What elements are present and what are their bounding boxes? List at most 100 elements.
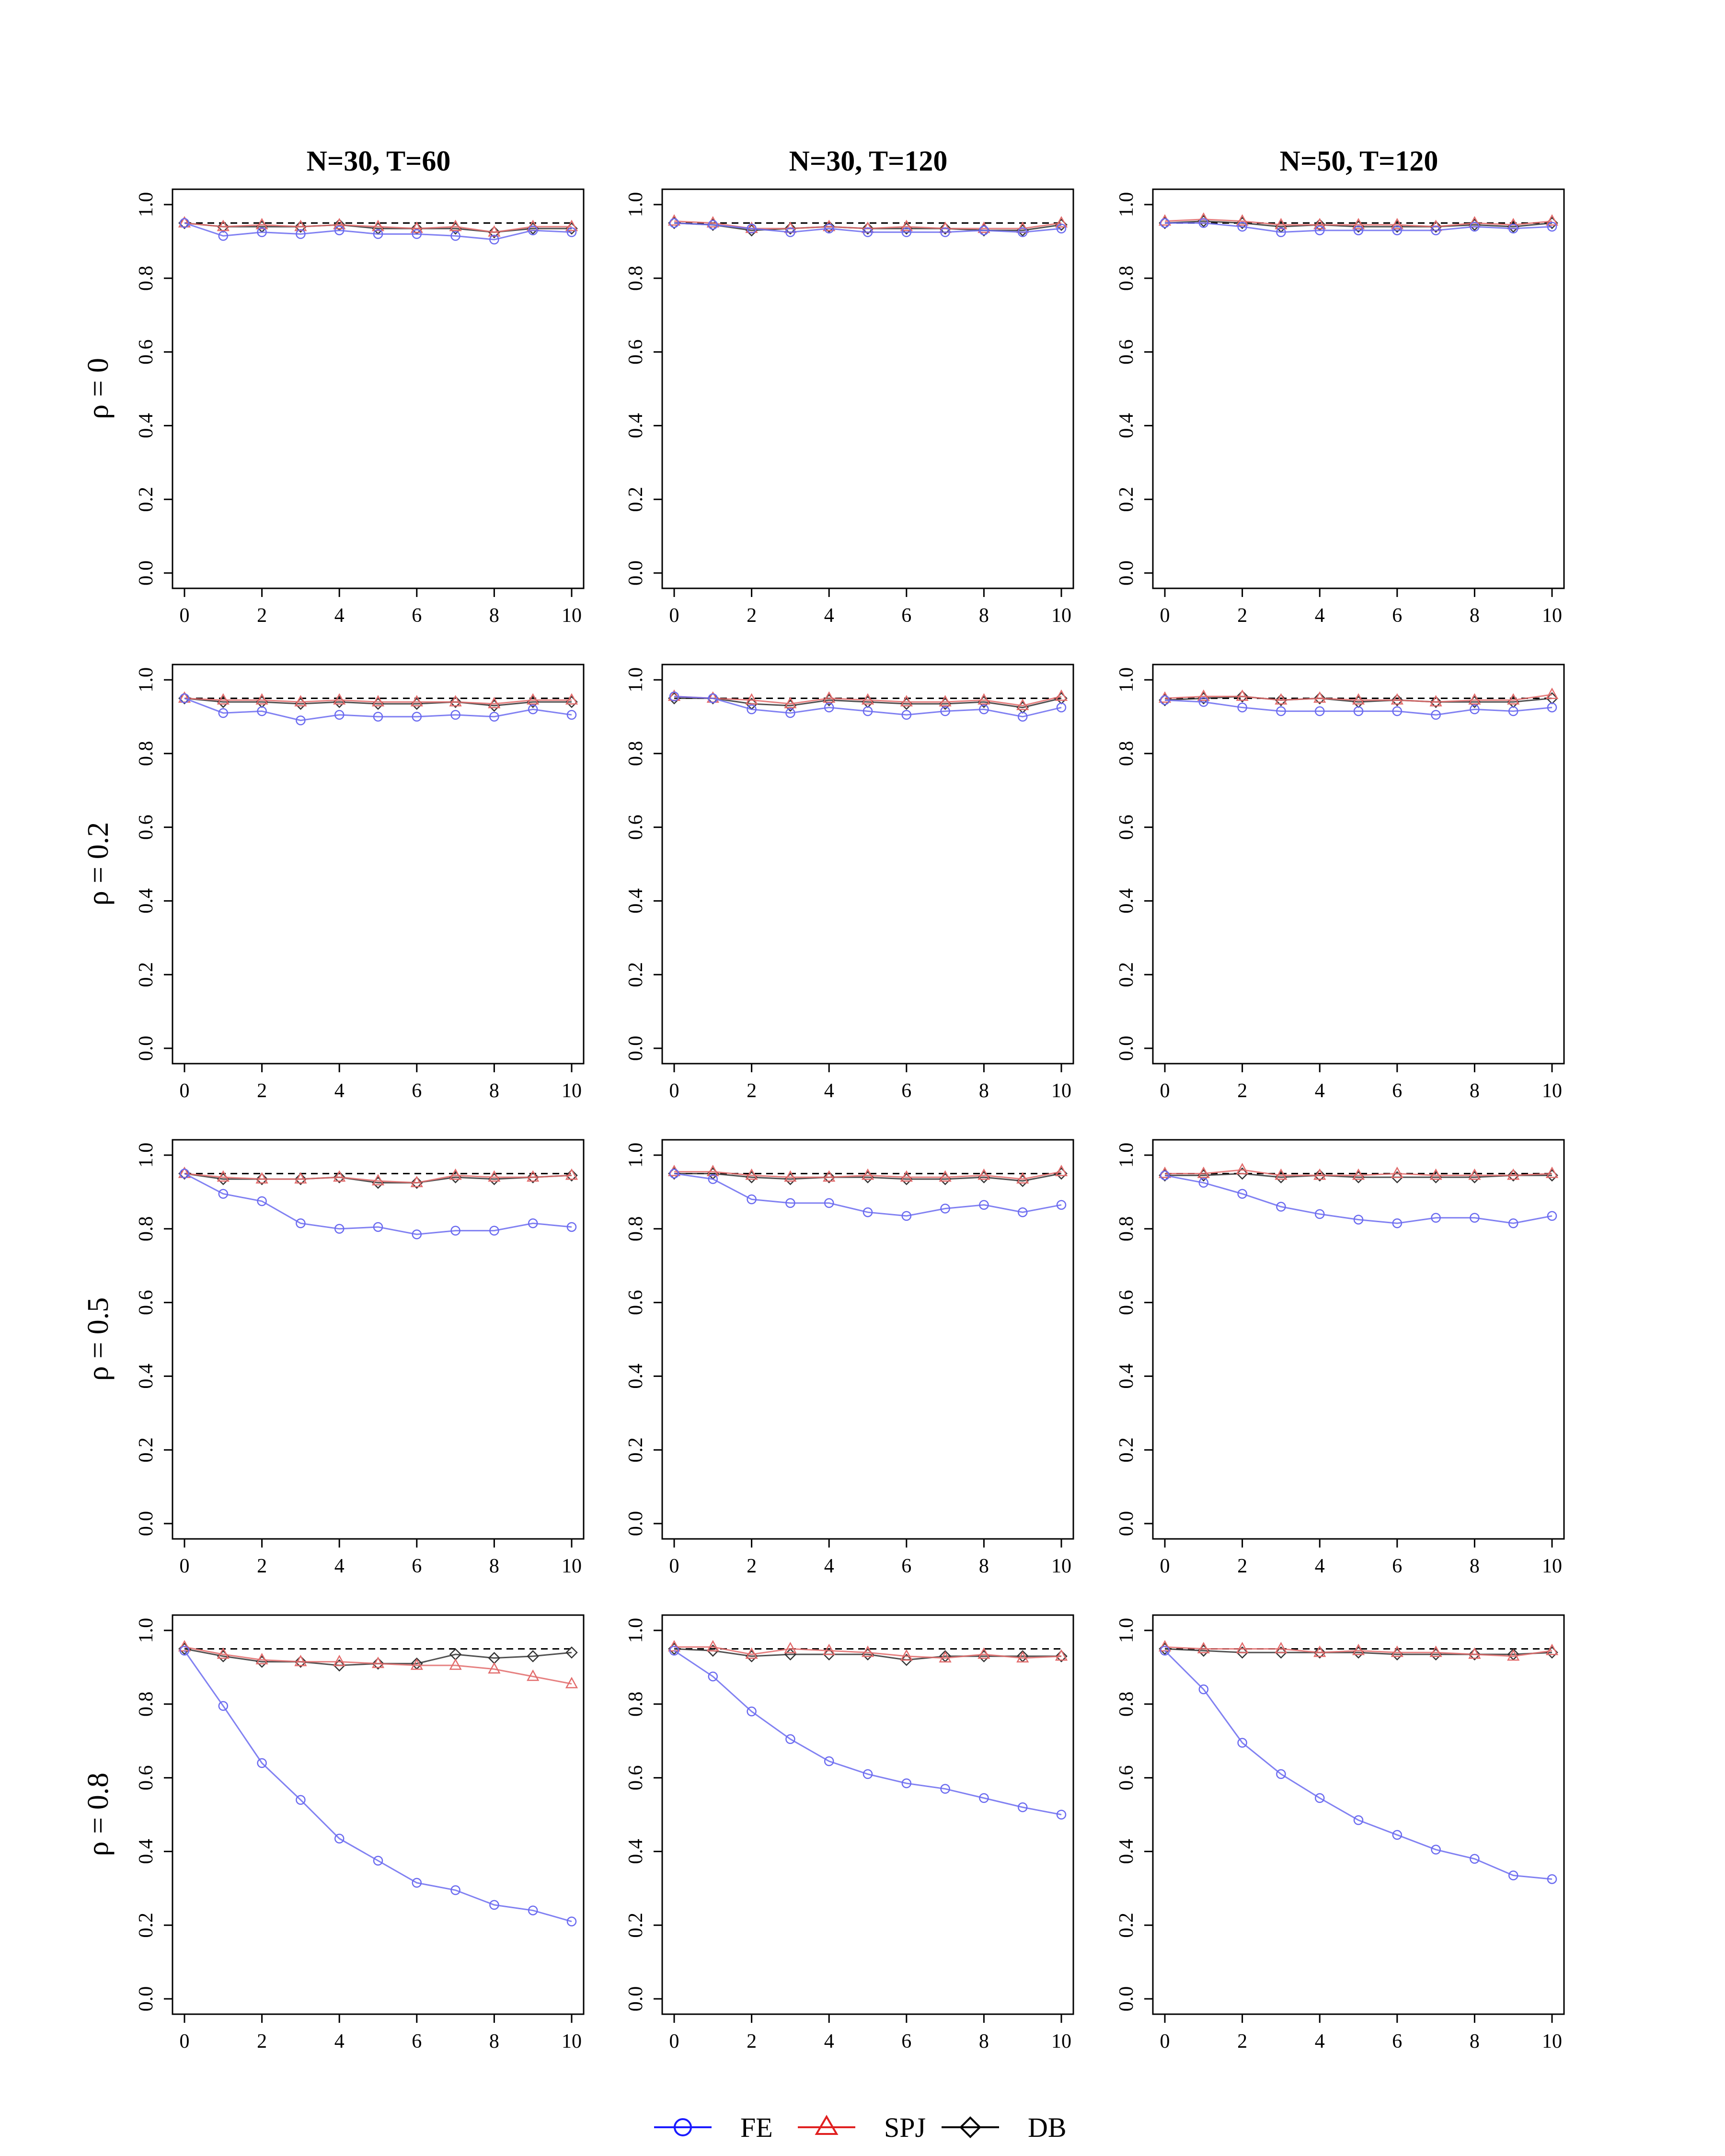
series-line-spj xyxy=(1164,694,1552,703)
point-fe xyxy=(862,1769,873,1779)
x-tick-label: 6 xyxy=(412,1555,422,1577)
y-tick-label: 1.0 xyxy=(625,1618,647,1643)
point-fe xyxy=(940,706,950,716)
y-tick-label: 0.8 xyxy=(1116,266,1138,291)
point-fe xyxy=(218,231,229,241)
x-tick-label: 6 xyxy=(901,1555,911,1577)
point-fe xyxy=(1353,1815,1364,1825)
x-tick-label: 6 xyxy=(1392,1555,1402,1577)
legend-marker-db xyxy=(959,2116,981,2138)
series-line-fe xyxy=(1164,1650,1552,1880)
point-fe xyxy=(450,710,460,720)
x-tick-label: 4 xyxy=(334,1555,345,1577)
series-spj xyxy=(667,689,1068,711)
y-tick-label: 0.4 xyxy=(135,1364,157,1389)
point-fe xyxy=(1392,1830,1403,1840)
y-tick-label: 0.8 xyxy=(1116,1692,1138,1717)
y-tick-label: 0.4 xyxy=(625,888,647,914)
point-spj xyxy=(939,1651,952,1663)
point-spj xyxy=(410,221,423,233)
point-fe xyxy=(489,234,499,245)
point-fe xyxy=(296,715,306,725)
y-tick-label: 0.0 xyxy=(135,1511,157,1537)
point-fe xyxy=(1314,706,1325,716)
point-fe xyxy=(1198,1684,1209,1695)
y-tick-label: 1.0 xyxy=(1116,1143,1138,1168)
point-fe xyxy=(566,227,577,237)
point-spj xyxy=(1391,1645,1403,1657)
plot-frame xyxy=(1152,1139,1565,1540)
point-spj xyxy=(978,1647,990,1659)
panel-3-2: 0 2 4 6 8 10 0.0 0.2 0.4 0.6 0.8 1.0 xyxy=(1116,1614,1565,2053)
legend-label-fe: FE xyxy=(740,2112,773,2143)
point-fe xyxy=(862,227,873,237)
point-spj xyxy=(1016,1172,1029,1184)
point-db xyxy=(1236,690,1249,703)
point-spj xyxy=(488,1170,501,1182)
series-line-fe xyxy=(184,698,572,722)
point-fe xyxy=(824,223,834,234)
x-tick-label: 10 xyxy=(562,2030,582,2053)
point-fe xyxy=(1314,1209,1325,1219)
y-tick-label: 0.2 xyxy=(135,962,157,987)
y-tick-label: 0.4 xyxy=(625,1839,647,1864)
column-title-0: N=30, T=60 xyxy=(307,145,451,177)
point-fe xyxy=(1392,706,1403,716)
point-fe xyxy=(708,220,718,230)
y-tick-label: 1.0 xyxy=(135,1618,157,1643)
point-fe xyxy=(1508,706,1518,716)
point-fe xyxy=(747,1194,757,1204)
plot-frame xyxy=(661,1139,1074,1540)
point-fe xyxy=(901,710,912,720)
series-line-spj xyxy=(674,1646,1062,1659)
point-fe xyxy=(450,1885,460,1895)
legend-item-fe: FE xyxy=(654,2112,773,2143)
y-tick-label: 0.0 xyxy=(135,1986,157,2012)
y-tick-label: 0.8 xyxy=(625,741,647,767)
point-fe xyxy=(669,1169,679,1179)
point-db xyxy=(411,1176,423,1189)
y-tick-label: 1.0 xyxy=(135,1143,157,1168)
point-fe xyxy=(179,693,190,703)
point-spj xyxy=(1352,1643,1365,1655)
point-fe xyxy=(1237,221,1247,232)
point-spj xyxy=(333,1170,346,1182)
x-tick-label: 6 xyxy=(412,1080,422,1102)
y-tick-label: 0.8 xyxy=(135,1692,157,1717)
point-fe xyxy=(824,1198,834,1208)
series-line-fe xyxy=(184,1173,572,1235)
point-fe xyxy=(708,1174,718,1184)
point-fe xyxy=(1353,1215,1364,1225)
point-fe xyxy=(940,227,950,237)
y-tick-label: 1.0 xyxy=(135,192,157,218)
point-fe xyxy=(1056,1200,1067,1210)
plot-frame xyxy=(1152,1614,1565,2015)
point-fe xyxy=(747,223,757,234)
point-fe xyxy=(528,225,538,236)
point-spj xyxy=(217,219,230,231)
series-fe xyxy=(1160,1646,1557,1884)
point-fe xyxy=(1314,225,1325,236)
point-db xyxy=(784,222,797,235)
y-tick-label: 0.2 xyxy=(1116,487,1138,512)
point-db xyxy=(1055,1650,1068,1663)
x-tick-label: 2 xyxy=(257,2030,267,2053)
point-fe xyxy=(1431,225,1441,236)
point-spj xyxy=(449,695,462,707)
point-db xyxy=(1313,692,1326,705)
row-label-0: ρ = 0 xyxy=(82,358,115,419)
point-fe xyxy=(824,1756,834,1766)
x-tick-label: 2 xyxy=(1237,1555,1247,1577)
point-fe xyxy=(1160,1170,1170,1181)
point-db xyxy=(1391,694,1403,707)
plot-frame xyxy=(172,664,585,1065)
x-tick-label: 10 xyxy=(1051,1080,1071,1102)
point-fe xyxy=(528,704,538,714)
point-spj xyxy=(1429,1645,1442,1657)
series-line-fe xyxy=(1165,222,1552,233)
plot-frame xyxy=(1152,664,1565,1065)
y-tick-label: 0.8 xyxy=(135,1216,157,1242)
point-spj xyxy=(410,1176,423,1187)
x-tick-label: 0 xyxy=(669,1080,679,1102)
plot-frame xyxy=(1152,188,1565,589)
